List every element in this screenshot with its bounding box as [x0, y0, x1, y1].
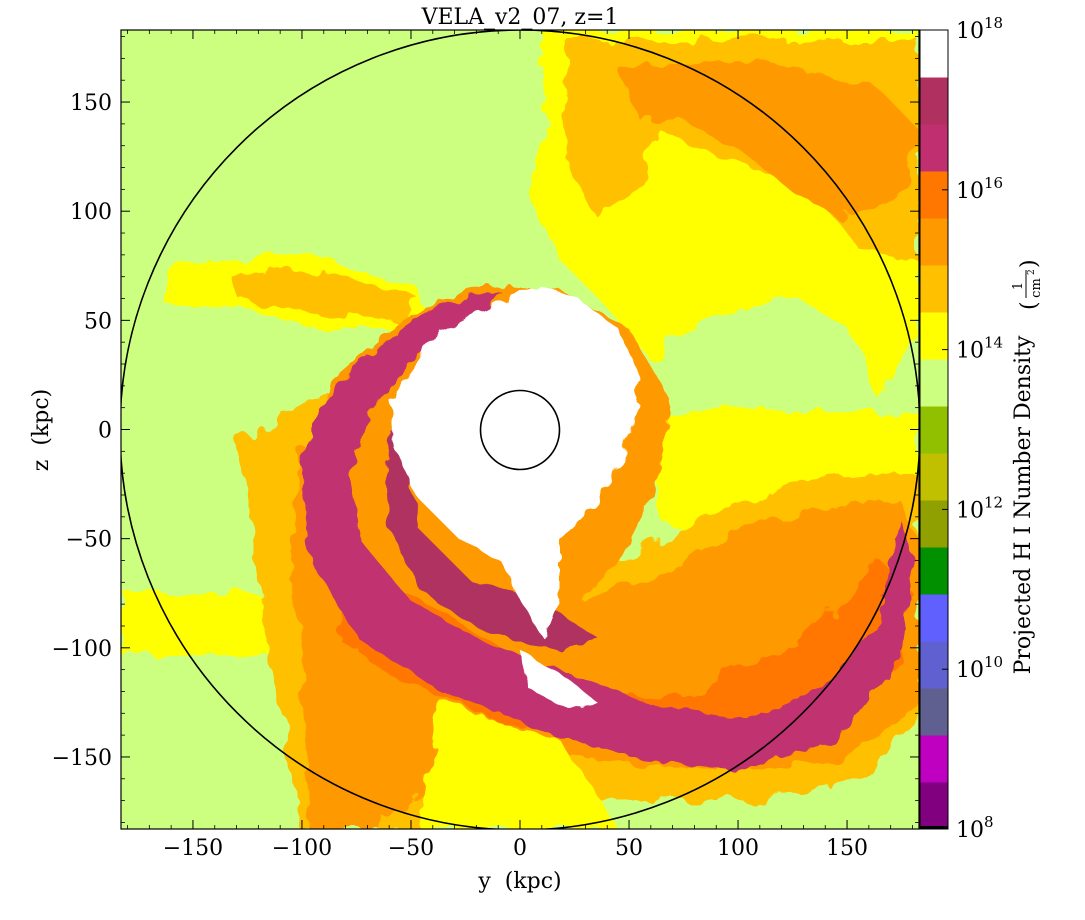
y-tick-label: −50 — [66, 528, 112, 553]
colorbar-swatch — [920, 735, 948, 783]
colorbar-tick-labels: 1018 1016 1014 1012 1010 108 — [956, 14, 1003, 843]
colorbar-swatch — [920, 594, 948, 642]
colorbar-tick-label: 1016 — [956, 174, 1003, 204]
colorbar-swatch — [920, 453, 948, 501]
colorbar-swatch — [920, 688, 948, 736]
y-tick-label: 100 — [70, 200, 112, 225]
colorbar-swatch — [920, 547, 948, 595]
colorbar-tick-label: 1010 — [956, 653, 1003, 683]
colorbar-unit-denominator-exp: 2 — [1027, 269, 1037, 275]
colorbar-swatch — [920, 782, 948, 830]
colorbar-swatch — [920, 124, 948, 172]
region-bottom-orange-column — [300, 640, 380, 829]
region-magenta-spiral-arm-inner — [385, 350, 600, 650]
colorbar-label-main: Projected H I Number Density — [1011, 335, 1036, 674]
axis-ticks — [121, 30, 919, 829]
colorbar-unit-numerator: 1 — [1011, 282, 1026, 290]
colorbar-tick-label: 1018 — [956, 14, 1003, 44]
colorbar-swatch — [920, 359, 948, 407]
colorbar — [919, 29, 949, 830]
svg-text:(: ( — [1017, 301, 1042, 310]
x-tick-label: 0 — [513, 836, 527, 861]
x-tick-label: 50 — [615, 836, 643, 861]
region-upper-right-orange-dark — [620, 60, 919, 220]
colorbar-frame — [919, 29, 949, 830]
svg-text:): ) — [1017, 259, 1042, 268]
y-tick-label: −100 — [52, 637, 112, 662]
region-left-orange-streak — [230, 270, 420, 320]
colorbar-swatch — [920, 265, 948, 313]
y-tick-label: 150 — [70, 91, 112, 116]
colorbar-swatch — [920, 312, 948, 360]
colorbar-swatch — [920, 218, 948, 266]
colorbar-swatch — [920, 77, 948, 125]
colorbar-tick-label: 1014 — [956, 334, 1003, 364]
x-tick-label: −150 — [163, 836, 223, 861]
colorbar-swatch — [920, 171, 948, 219]
colorbar-swatch — [920, 406, 948, 454]
colorbar-unit: ( 1 cm 2 ) — [1011, 259, 1044, 310]
x-axis-label: y (kpc) — [477, 869, 561, 894]
region-bottom-yellow-column — [420, 700, 620, 829]
y-axis-label: z (kpc) — [29, 389, 54, 471]
x-tick-labels: −150 −100 −50 0 50 100 150 — [163, 836, 868, 861]
inner-galaxy-circle — [479, 389, 561, 471]
colorbar-unit-denominator: cm — [1029, 278, 1044, 298]
colorbar-label: Projected H I Number Density ( 1 cm 2 ) — [1011, 259, 1044, 674]
region-magenta-spiral-arm-outer — [300, 290, 915, 770]
y-tick-labels: 150 100 50 0 −50 −100 −150 — [52, 91, 112, 771]
x-tick-label: −50 — [388, 836, 434, 861]
x-tick-label: 100 — [717, 836, 759, 861]
y-tick-label: −150 — [52, 746, 112, 771]
region-white-saturated-core — [390, 285, 640, 640]
colorbar-swatch — [920, 641, 948, 689]
colorbar-swatch — [920, 30, 948, 78]
chart-title: VELA_v2_07, z=1 — [421, 5, 619, 30]
y-tick-label: 50 — [84, 309, 112, 334]
y-tick-label: 0 — [98, 419, 112, 444]
x-tick-label: −100 — [272, 836, 332, 861]
colorbar-underflow — [920, 826, 948, 829]
colorbar-swatch — [920, 500, 948, 548]
x-tick-label: 150 — [826, 836, 868, 861]
colorbar-tick-label: 108 — [956, 813, 994, 843]
region-white-tail — [520, 650, 600, 710]
plot-area — [121, 30, 919, 829]
colorbar-tick-label: 1012 — [956, 493, 1003, 523]
